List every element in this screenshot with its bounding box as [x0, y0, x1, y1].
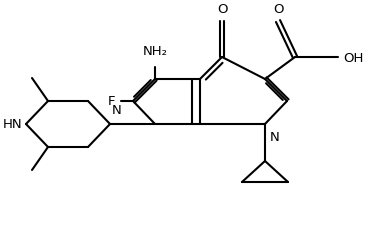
Text: N: N: [270, 131, 280, 143]
Text: F: F: [107, 95, 115, 108]
Text: O: O: [273, 3, 283, 16]
Text: NH₂: NH₂: [142, 45, 167, 58]
Text: N: N: [112, 103, 122, 116]
Text: OH: OH: [343, 51, 363, 64]
Text: O: O: [217, 3, 227, 16]
Text: HN: HN: [2, 118, 22, 131]
